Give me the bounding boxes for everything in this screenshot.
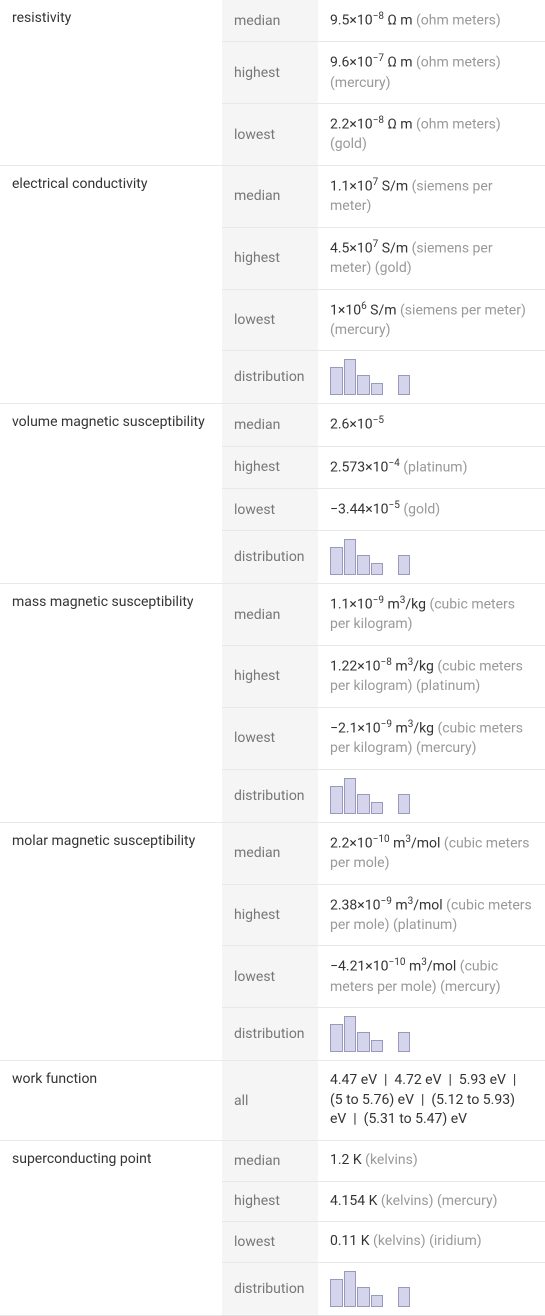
table-row: superconducting pointmedian1.2 K (kelvin… <box>0 1141 545 1182</box>
property-name: resistivity <box>0 0 222 165</box>
stat-label: highest <box>222 646 318 708</box>
property-name: mass magnetic susceptibility <box>0 584 222 823</box>
chart-bar <box>330 367 343 395</box>
chart-bar <box>398 375 411 395</box>
chart-bar <box>357 555 370 575</box>
distribution-chart <box>330 778 410 814</box>
chart-bar <box>357 1032 370 1052</box>
stat-label: highest <box>222 446 318 488</box>
chart-bar <box>330 1279 343 1307</box>
value-cell: 9.6×10−7 Ω m (ohm meters) (mercury) <box>318 42 545 104</box>
stat-label: median <box>222 165 318 227</box>
chart-bar <box>371 383 384 395</box>
stat-label: lowest <box>222 488 318 530</box>
property-name: electrical conductivity <box>0 165 222 404</box>
stat-label: lowest <box>222 946 318 1008</box>
distribution-cell <box>318 351 545 404</box>
chart-bar <box>344 359 357 395</box>
value-cell: 4.47 eV | 4.72 eV | 5.93 eV | (5 to 5.76… <box>318 1061 545 1141</box>
stat-label: distribution <box>222 1262 318 1315</box>
chart-bar <box>344 1016 357 1052</box>
property-name: work function <box>0 1061 222 1141</box>
table-row: mass magnetic susceptibilitymedian1.1×10… <box>0 584 545 646</box>
chart-bar <box>344 1271 357 1307</box>
value-cell: 2.38×10−9 m3/mol (cubic meters per mole)… <box>318 884 545 946</box>
stat-label: lowest <box>222 707 318 769</box>
stat-label: distribution <box>222 769 318 822</box>
stat-label: median <box>222 0 318 42</box>
distribution-chart <box>330 1016 410 1052</box>
chart-bar <box>371 563 384 575</box>
stat-label: median <box>222 1141 318 1182</box>
stat-label: highest <box>222 42 318 104</box>
chart-bar <box>398 794 411 814</box>
chart-bar <box>371 1295 384 1307</box>
value-cell: 2.573×10−4 (platinum) <box>318 446 545 488</box>
value-cell: −3.44×10−5 (gold) <box>318 488 545 530</box>
property-name: volume magnetic susceptibility <box>0 404 222 584</box>
stat-label: median <box>222 404 318 446</box>
value-cell: 1.22×10−8 m3/kg (cubic meters per kilogr… <box>318 646 545 708</box>
value-cell: 2.2×10−10 m3/mol (cubic meters per mole) <box>318 822 545 884</box>
stat-label: lowest <box>222 104 318 166</box>
chart-bar <box>398 555 411 575</box>
chart-bar <box>344 539 357 575</box>
value-cell: −4.21×10−10 m3/mol (cubic meters per mol… <box>318 946 545 1008</box>
value-cell: 2.2×10−8 Ω m (ohm meters) (gold) <box>318 104 545 166</box>
value-cell: 4.154 K (kelvins) (mercury) <box>318 1181 545 1222</box>
value-cell: 9.5×10−8 Ω m (ohm meters) <box>318 0 545 42</box>
distribution-cell <box>318 769 545 822</box>
value-cell: 1.2 K (kelvins) <box>318 1141 545 1182</box>
stat-label: median <box>222 584 318 646</box>
chart-bar <box>330 786 343 814</box>
distribution-cell <box>318 1262 545 1315</box>
table-row: volume magnetic susceptibilitymedian2.6×… <box>0 404 545 446</box>
stat-label: highest <box>222 227 318 289</box>
stat-label: highest <box>222 1181 318 1222</box>
chart-bar <box>330 547 343 575</box>
stat-label: distribution <box>222 351 318 404</box>
stat-label: distribution <box>222 1008 318 1061</box>
distribution-chart <box>330 539 410 575</box>
chart-bar <box>344 778 357 814</box>
stat-label: highest <box>222 884 318 946</box>
stat-label: median <box>222 822 318 884</box>
table-row: molar magnetic susceptibilitymedian2.2×1… <box>0 822 545 884</box>
table-row: electrical conductivitymedian1.1×107 S/m… <box>0 165 545 227</box>
chart-bar <box>357 375 370 395</box>
property-name: molar magnetic susceptibility <box>0 822 222 1061</box>
stat-label: lowest <box>222 1222 318 1263</box>
properties-table: resistivitymedian9.5×10−8 Ω m (ohm meter… <box>0 0 545 1316</box>
value-cell: 1.1×107 S/m (siemens per meter) <box>318 165 545 227</box>
chart-bar <box>371 1040 384 1052</box>
chart-bar <box>330 1024 343 1052</box>
value-cell: 4.5×107 S/m (siemens per meter) (gold) <box>318 227 545 289</box>
property-name: superconducting point <box>0 1141 222 1316</box>
value-cell: 2.6×10−5 <box>318 404 545 446</box>
table-row: work functionall4.47 eV | 4.72 eV | 5.93… <box>0 1061 545 1141</box>
chart-bar <box>371 802 384 814</box>
distribution-chart <box>330 359 410 395</box>
chart-bar <box>398 1032 411 1052</box>
distribution-cell <box>318 1008 545 1061</box>
chart-bar <box>357 794 370 814</box>
stat-label: lowest <box>222 289 318 351</box>
distribution-cell <box>318 531 545 584</box>
distribution-chart <box>330 1271 410 1307</box>
value-cell: −2.1×10−9 m3/kg (cubic meters per kilogr… <box>318 707 545 769</box>
table-row: resistivitymedian9.5×10−8 Ω m (ohm meter… <box>0 0 545 42</box>
value-cell: 0.11 K (kelvins) (iridium) <box>318 1222 545 1263</box>
value-cell: 1×106 S/m (siemens per meter) (mercury) <box>318 289 545 351</box>
value-cell: 1.1×10−9 m3/kg (cubic meters per kilogra… <box>318 584 545 646</box>
stat-label: distribution <box>222 531 318 584</box>
stat-label: all <box>222 1061 318 1141</box>
